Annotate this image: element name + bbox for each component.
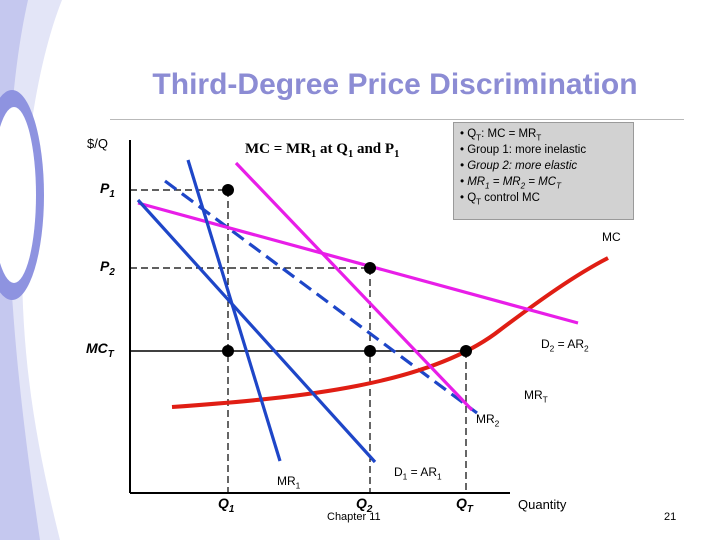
- mr2-label: MR2: [476, 412, 500, 429]
- mr1-curve: [186, 159, 282, 462]
- point-q1-mct: [222, 345, 234, 357]
- p2-label: P2: [100, 258, 115, 278]
- note-line: • Group 1: more inelastic: [460, 144, 587, 156]
- mct-label: MCT: [86, 340, 114, 360]
- p1-label: P1: [100, 180, 115, 200]
- point-q1-p1: [222, 184, 234, 196]
- point-qt-mct: [460, 345, 472, 357]
- equilibrium-points: [222, 184, 472, 357]
- d2-curve: [137, 201, 579, 325]
- qt-label: QT: [456, 495, 473, 515]
- note-line: • QT: MC = MRT: [460, 128, 542, 143]
- guide-lines: [130, 189, 467, 493]
- point-q2-mct: [364, 345, 376, 357]
- mr1-label: MR1: [277, 474, 301, 491]
- note-line: • QT control MC: [460, 192, 540, 207]
- footer-chapter: Chapter 11: [327, 511, 381, 523]
- note-line: • MR1 = MR2 = MCT: [460, 176, 561, 191]
- point-q2-p2: [364, 262, 376, 274]
- d2-label: D2 = AR2: [541, 337, 589, 354]
- title-rule: [110, 119, 684, 120]
- mc-label: MC: [602, 230, 621, 244]
- mrt-curve: [164, 179, 478, 415]
- equation-label: MC = MR1 at Q1 and P1: [245, 141, 400, 160]
- q2-label: Q2: [356, 495, 373, 515]
- y-axis-label: $/Q: [87, 136, 108, 151]
- slide-title: Third-Degree Price Discrimination: [152, 68, 638, 101]
- q1-label: Q1: [218, 495, 235, 515]
- note-line: • Group 2: more elastic: [460, 160, 578, 172]
- mr2-curve: [234, 161, 474, 412]
- mrt-label: MRT: [524, 388, 548, 405]
- mc-curve: [171, 256, 609, 409]
- notes-box: • QT: MC = MRT • Group 1: more inelastic…: [453, 122, 634, 220]
- d1-curve: [136, 198, 377, 464]
- x-axis-label: Quantity: [518, 497, 567, 512]
- page-number: 21: [664, 511, 677, 523]
- d1-label: D1 = AR1: [394, 465, 442, 482]
- decor-shapes: [0, 0, 62, 540]
